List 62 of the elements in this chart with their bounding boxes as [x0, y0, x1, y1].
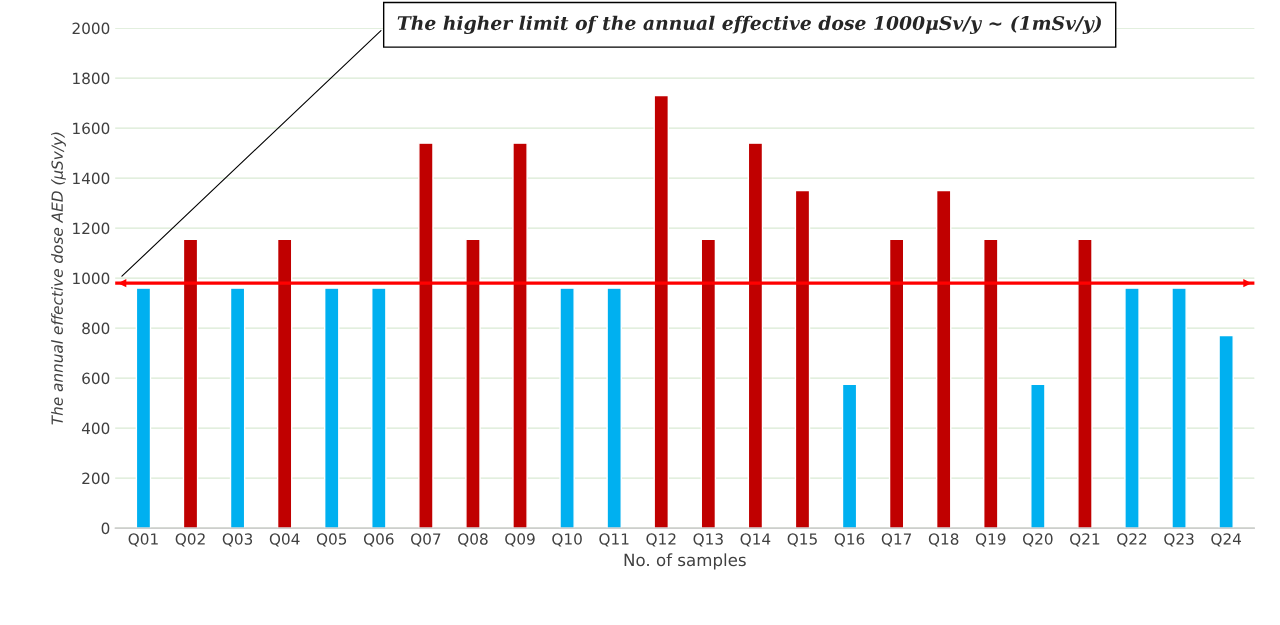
y-tick-label: 1200: [73, 222, 110, 235]
x-tick-label: Q16: [834, 533, 865, 547]
x-tick-label: Q02: [175, 533, 205, 547]
bar: [747, 142, 764, 529]
y-tick-label: 200: [82, 472, 110, 485]
x-tick-label: Q20: [1022, 533, 1053, 547]
x-tick-label: Q17: [881, 533, 912, 547]
y-tick-label: 1400: [73, 172, 110, 185]
bar: [653, 94, 670, 529]
y-tick-label: 0: [101, 522, 110, 535]
x-tick-label: Q14: [740, 533, 771, 547]
bar: [841, 383, 858, 529]
x-tick-label: Q13: [693, 533, 723, 547]
x-tick-label: Q01: [128, 533, 158, 547]
bar: [700, 238, 717, 529]
y-tick-label: 1800: [73, 72, 110, 85]
y-tick-label: 2000: [72, 22, 110, 35]
bar: [559, 287, 575, 529]
bar: [935, 189, 952, 529]
bar: [1218, 334, 1234, 529]
bar: [794, 189, 811, 529]
x-tick-label: Q15: [787, 533, 817, 547]
bar: [888, 238, 905, 529]
bar: [371, 287, 387, 529]
x-tick-label: Q23: [1164, 533, 1194, 547]
x-tick-label: Q21: [1070, 533, 1100, 547]
bar: [512, 142, 528, 529]
bar: [465, 238, 481, 529]
bar: [182, 238, 199, 529]
x-tick-label: Q22: [1117, 533, 1147, 547]
bar: [276, 238, 293, 529]
bar: [323, 287, 340, 529]
x-tick-label: Q24: [1211, 533, 1242, 547]
bar: [1030, 383, 1046, 529]
y-axis-title: The annual effective dose AED (μSv/y): [51, 132, 66, 425]
x-tick-label: Q04: [269, 533, 300, 547]
x-tick-label: Q08: [458, 533, 488, 547]
bar: [1077, 238, 1093, 529]
x-tick-label: Q12: [646, 533, 676, 547]
x-tick-label: Q07: [411, 533, 441, 547]
x-tick-label: Q10: [552, 533, 582, 547]
x-tick-label: Q11: [599, 533, 629, 547]
bar: [1171, 287, 1187, 529]
x-tick-label: Q09: [505, 533, 535, 547]
bar: [229, 287, 246, 529]
bar: [1124, 287, 1140, 529]
x-tick-label: Q05: [316, 533, 347, 547]
y-tick-label: 1600: [73, 122, 110, 135]
bar: [418, 142, 434, 529]
x-axis-title: No. of samples: [624, 553, 746, 570]
bar: [983, 238, 999, 529]
x-tick-label: Q06: [363, 533, 394, 547]
ref-line-label: The higher limit of the annual effective dose 1000μSv/y ~ (1mSv/y): [397, 15, 1102, 35]
x-tick-label: Q19: [975, 533, 1006, 547]
bar: [606, 287, 622, 529]
x-tick-label: Q18: [928, 533, 959, 547]
y-tick-label: 1000: [73, 272, 110, 285]
bar: [135, 287, 152, 529]
x-tick-label: Q03: [222, 533, 253, 547]
y-tick-label: 800: [82, 322, 110, 335]
y-tick-label: 400: [81, 422, 110, 435]
y-tick-label: 600: [82, 372, 110, 385]
